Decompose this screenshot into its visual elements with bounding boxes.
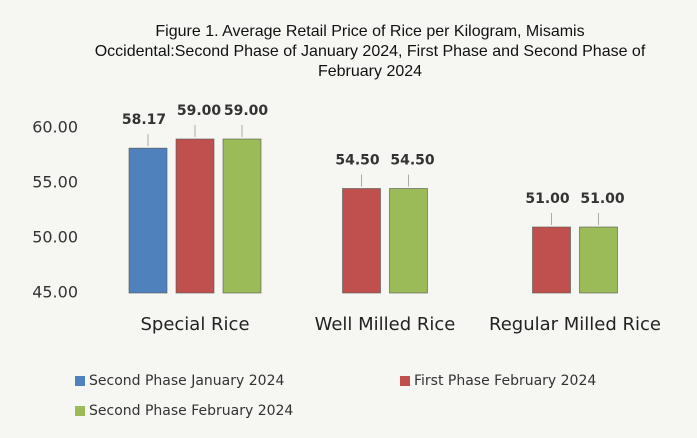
value-label: 59.00 <box>177 103 222 119</box>
x-tick-label: Special Rice <box>140 314 249 335</box>
bar <box>175 138 215 294</box>
y-tick-label: 55.00 <box>32 173 78 192</box>
value-label: 51.00 <box>525 191 570 207</box>
legend-label: Second Phase February 2024 <box>89 403 293 419</box>
value-label: 54.50 <box>335 153 380 169</box>
y-tick-label: 50.00 <box>32 228 78 247</box>
legend-label: Second Phase January 2024 <box>89 373 284 389</box>
y-tick-label: 45.00 <box>32 283 78 302</box>
bar <box>128 147 168 294</box>
bar <box>532 226 571 294</box>
value-label: 54.50 <box>390 153 435 169</box>
bar <box>579 226 618 294</box>
chart-title: Figure 1. Average Retail Price of Rice p… <box>94 23 646 80</box>
y-tick-label: 60.00 <box>32 118 78 137</box>
x-tick-label: Well Milled Rice <box>315 314 456 335</box>
value-label: 51.00 <box>580 191 625 207</box>
legend-label: First Phase February 2024 <box>414 373 596 389</box>
value-label: 58.17 <box>122 112 166 128</box>
legend-swatch <box>75 406 85 416</box>
bar <box>342 188 381 294</box>
x-tick-label: Regular Milled Rice <box>489 314 661 335</box>
legend-swatch <box>400 376 410 386</box>
bar <box>222 138 262 294</box>
legend-swatch <box>75 376 85 386</box>
value-label: 59.00 <box>224 103 269 119</box>
bar <box>389 188 428 294</box>
